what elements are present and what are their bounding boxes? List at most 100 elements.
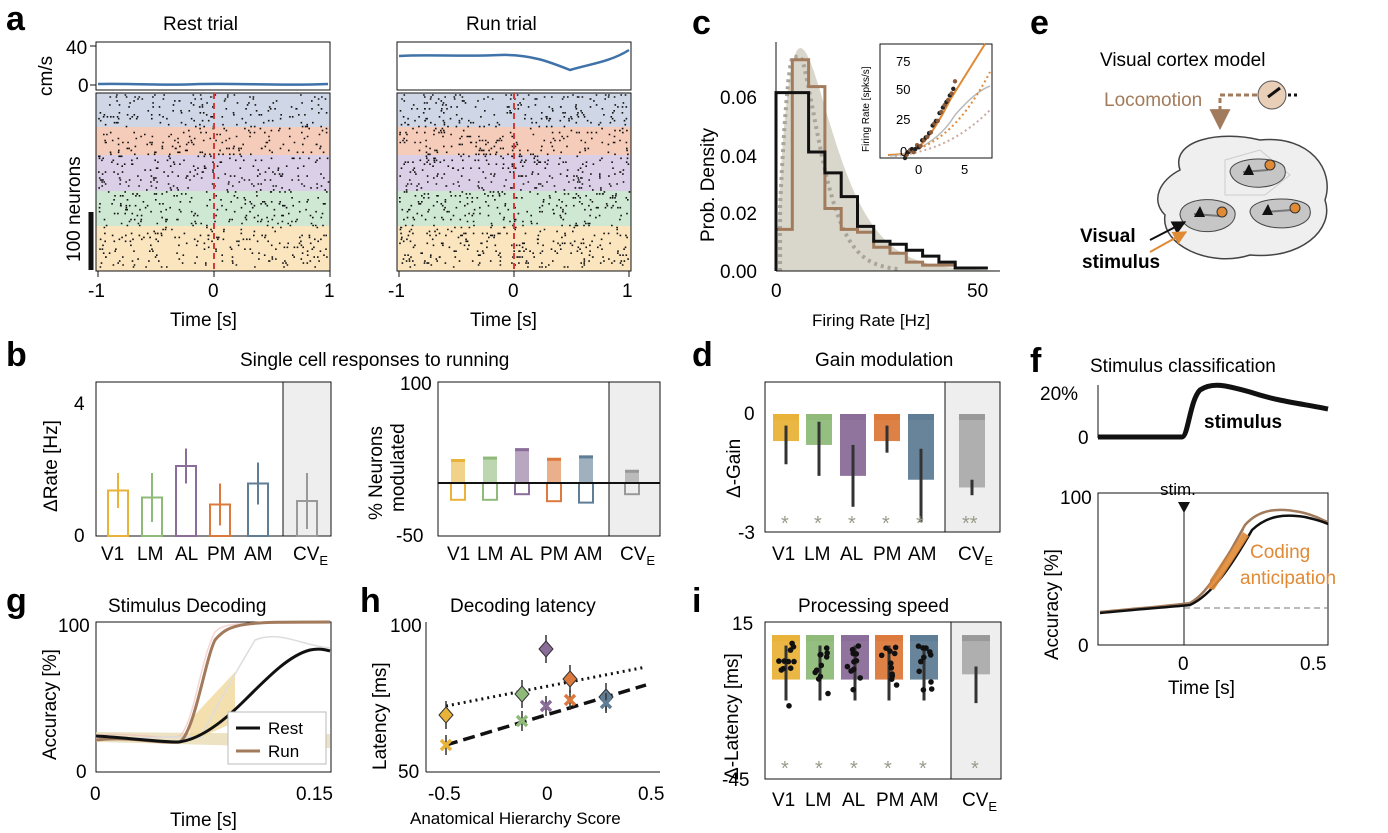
run-xtick-0: 0 — [508, 281, 519, 302]
f-stimulus-label: stimulus — [1204, 412, 1282, 433]
latency-point — [888, 660, 894, 666]
rest-xlabel: Time [s] — [170, 310, 237, 331]
b-right-xcat-al: AL — [510, 544, 533, 565]
rest-xaxis — [97, 271, 331, 277]
b-right-ytick-100: 100 — [400, 374, 432, 395]
mod-pos-bar — [483, 456, 497, 483]
g-ytick-100: 100 — [58, 616, 90, 637]
inset-point — [918, 143, 923, 149]
latency-point — [818, 662, 825, 669]
inset-point — [949, 91, 954, 96]
latency-point — [855, 643, 862, 649]
inset-point — [951, 86, 956, 92]
rest-trial-title: Rest trial — [163, 14, 238, 35]
g-xlabel: Time [s] — [170, 810, 237, 831]
h-rest-point — [599, 696, 613, 710]
rest-speed-axes — [95, 41, 331, 91]
latency-point — [851, 666, 857, 673]
d-gain-bars: * * * * * ** — [773, 414, 985, 535]
b-left-xcat-al: AL — [175, 544, 198, 565]
panel-label-e: e — [1030, 4, 1049, 42]
latency-bar-cap — [962, 635, 990, 642]
gain-sig: ** — [962, 513, 978, 535]
panel-label-f: f — [1030, 342, 1042, 380]
f-ytick-100: 100 — [1060, 488, 1092, 509]
f-top-ytick-20: 20% — [1040, 384, 1078, 405]
i-ytick-15: 15 — [732, 614, 753, 635]
f-xlabel: Time [s] — [1168, 678, 1235, 699]
b-mod-bars — [438, 448, 660, 504]
panel-h: h Decoding latency 100 50 Latency [ms] -… — [360, 582, 664, 828]
latency-point — [818, 651, 824, 658]
panel-label-c: c — [692, 4, 711, 42]
d-ytick-m3: -3 — [738, 523, 755, 544]
latency-sig: * — [850, 758, 858, 780]
latency-point — [823, 645, 830, 651]
latency-point — [815, 676, 822, 682]
latency-bar-cap — [841, 635, 869, 642]
g-xtick-0: 0 — [90, 784, 101, 805]
c-fit-area — [776, 47, 1000, 272]
panel-label-h: h — [360, 582, 381, 620]
i-latency-bars: * * * * * * — [772, 635, 990, 780]
latency-point — [813, 667, 820, 673]
panel-c: c Prob. Density 0.06 0.04 0.02 0.00 0 50… — [692, 4, 1000, 330]
e-stim-label-2: stimulus — [1082, 252, 1160, 273]
rest-xtick-0: 0 — [208, 281, 219, 302]
g-title: Stimulus Decoding — [108, 596, 266, 617]
b-left-ytick-4: 4 — [74, 394, 85, 415]
latency-point — [776, 658, 782, 664]
i-xcat-lm: LM — [805, 790, 831, 811]
latency-sig: * — [781, 758, 789, 780]
run-speed-axes — [396, 41, 632, 91]
mod-pos-cap — [579, 455, 593, 459]
e-wheel-needle — [1267, 86, 1281, 99]
h-rest-point — [515, 714, 529, 728]
h-title: Decoding latency — [450, 596, 596, 617]
latency-point — [891, 650, 898, 657]
panel-label-b: b — [6, 336, 27, 374]
panel-label-d: d — [692, 336, 713, 374]
mod-pos-bar — [579, 455, 593, 483]
i-xcat-v1: V1 — [772, 790, 795, 811]
c-histogram — [774, 47, 1000, 272]
inset-point — [935, 118, 940, 124]
latency-point — [889, 671, 895, 677]
latency-point — [893, 682, 900, 688]
latency-point — [857, 675, 863, 681]
c-inset-xtick-5: 5 — [961, 162, 968, 177]
inset-point — [945, 97, 951, 103]
rest-xtick-m1: -1 — [88, 281, 105, 302]
panel-f: f Stimulus classification 20% 0 stimulus… — [1030, 342, 1336, 699]
c-dotted-fit — [778, 54, 899, 272]
h-ylabel: Latency [ms] — [370, 662, 391, 770]
g-legend-rest: Rest — [268, 719, 303, 738]
latency-point — [915, 643, 922, 649]
g-legend — [227, 711, 327, 765]
run-xtick-1: 1 — [622, 281, 633, 302]
f-title: Stimulus classification — [1090, 356, 1276, 377]
latency-sig: * — [815, 758, 823, 780]
latency-point — [916, 668, 922, 675]
h-run-fit — [445, 665, 647, 708]
latency-bar-cap — [806, 635, 834, 642]
b-right-xcat-lm: LM — [477, 544, 503, 565]
gain-bar-cap — [959, 414, 985, 420]
c-xtick-0: 0 — [771, 281, 782, 302]
g-xtick-015: 0.15 — [296, 784, 333, 805]
h-run-point — [514, 685, 530, 703]
e-inh-neuron — [1264, 159, 1276, 171]
e-exc-neuron — [1194, 206, 1205, 217]
e-inh-neuron — [1289, 202, 1301, 214]
mod-neg-bar — [482, 482, 498, 501]
b-right-xcat-v1: V1 — [447, 544, 470, 565]
latency-point — [780, 665, 786, 672]
e-cortex-area — [1224, 149, 1291, 196]
c-xtick-50: 50 — [967, 281, 988, 302]
b-left-ytick-0: 0 — [74, 526, 85, 547]
latency-point — [892, 644, 899, 651]
gain-sig: * — [848, 513, 856, 535]
latency-point — [923, 645, 929, 651]
mod-pos-cap — [625, 469, 639, 473]
d-title: Gain modulation — [815, 350, 953, 371]
